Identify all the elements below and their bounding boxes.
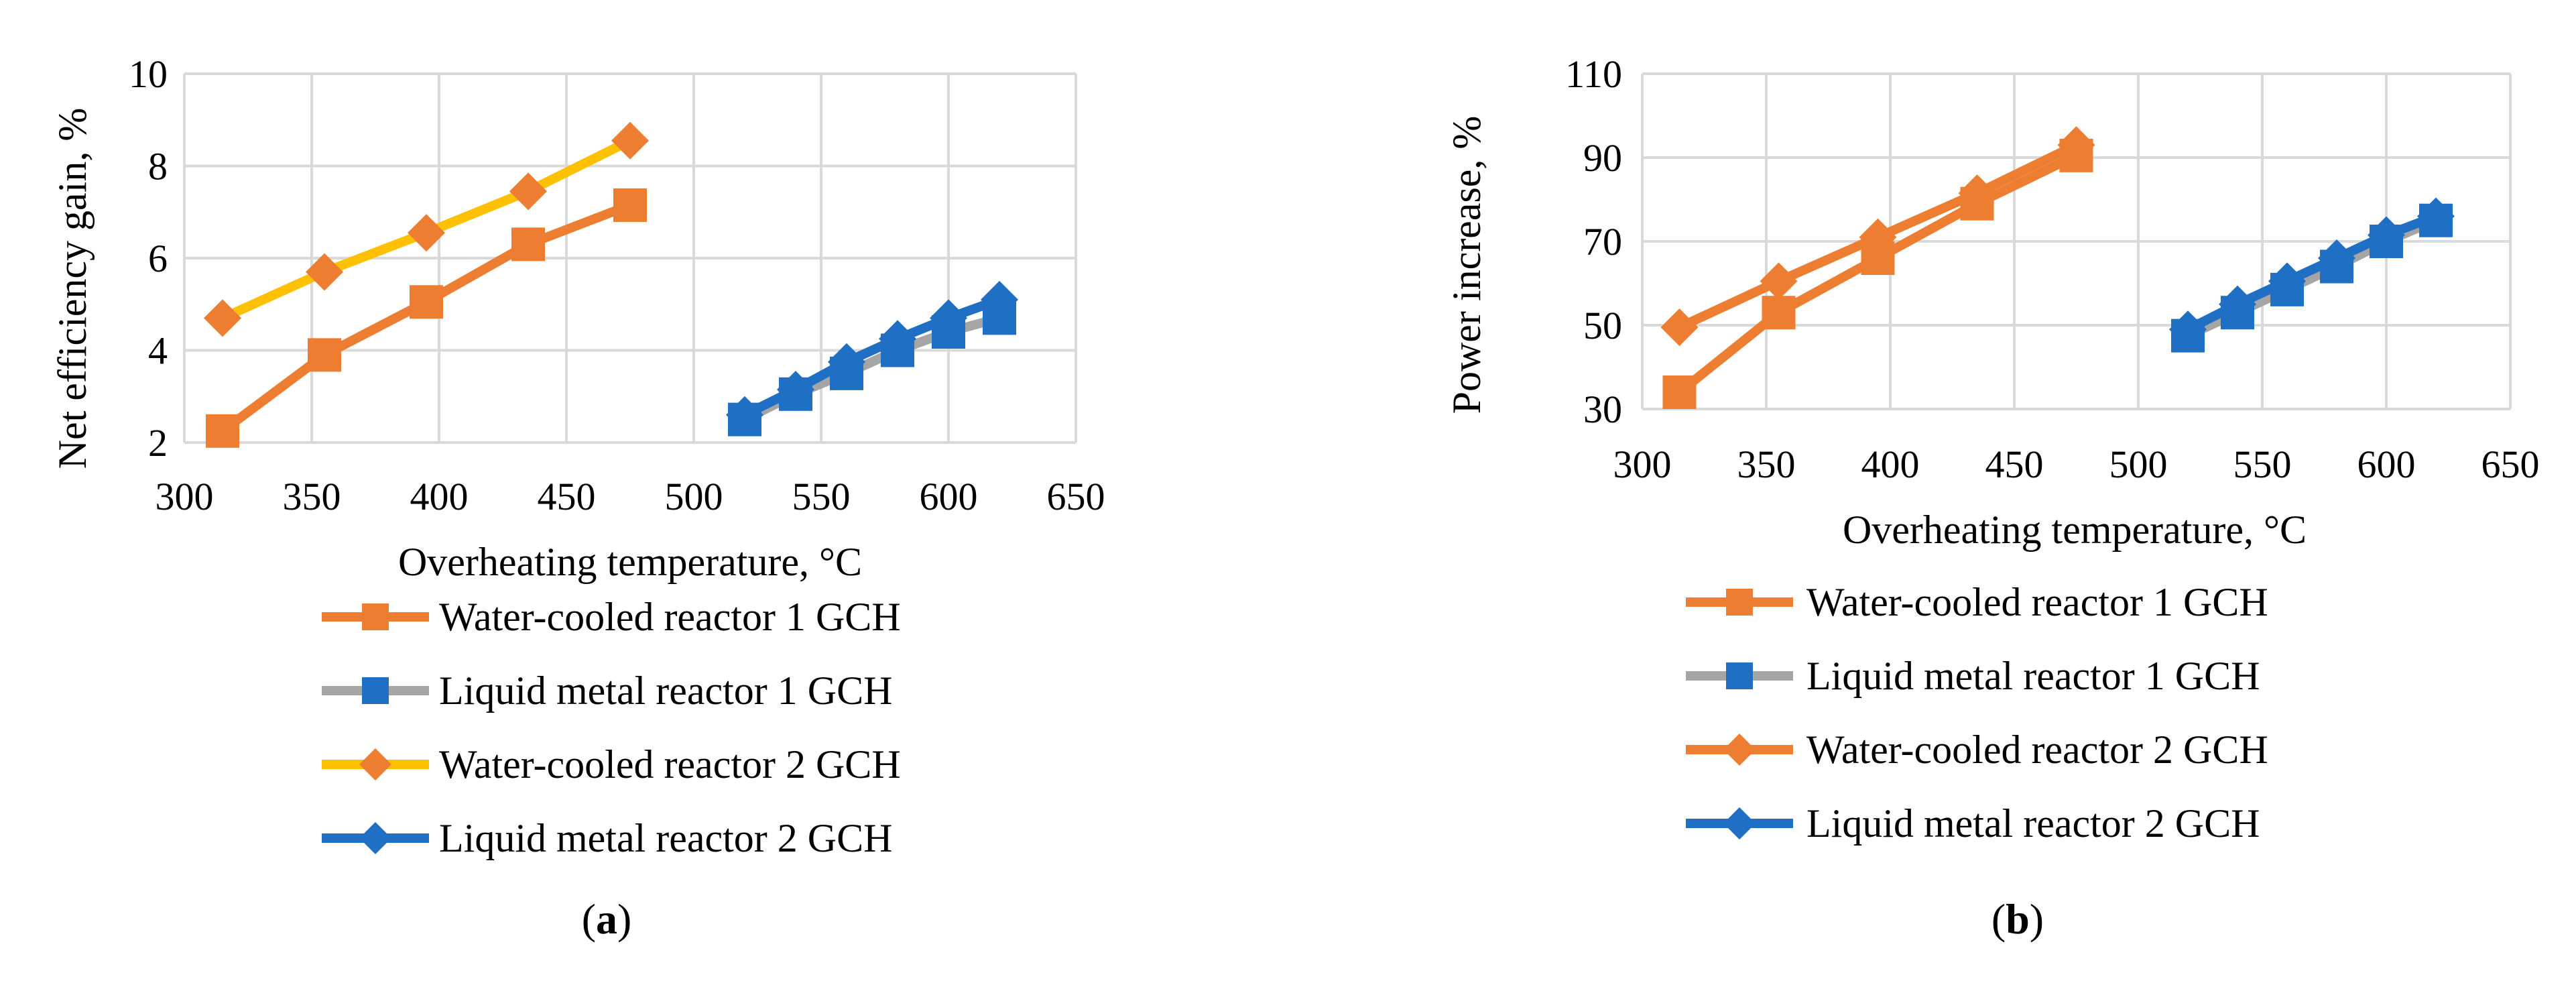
panel-a-legend-label: Water-cooled reactor 1 GCH bbox=[439, 595, 901, 639]
panel-b-series-water-cooled-reactor-2-gch bbox=[1660, 126, 2095, 347]
panel-a-legend-swatch-marker bbox=[362, 677, 389, 704]
panel-a-data-point bbox=[206, 414, 239, 448]
panel-b-x-tick-label: 350 bbox=[1737, 443, 1796, 486]
panel-b-data-point bbox=[2368, 216, 2405, 254]
panel-a-x-tick-label: 350 bbox=[283, 475, 341, 518]
panel-b-y-tick-label: 90 bbox=[1583, 136, 1622, 180]
panel-a-x-tick-label: 600 bbox=[920, 475, 978, 518]
panel-a-series-water-cooled-reactor-2-gch bbox=[204, 121, 649, 337]
panel-b-y-tick-label: 70 bbox=[1583, 220, 1622, 264]
panel-b-legend-swatch-marker bbox=[1723, 734, 1756, 766]
panel-b-y-axis-title: Power increase, % bbox=[1445, 116, 1489, 414]
panel-a-y-tick-label: 8 bbox=[148, 145, 168, 188]
panel-b-data-point bbox=[1859, 218, 1897, 256]
panel-b-data-point bbox=[2318, 239, 2355, 277]
panel-b-series-liquid-metal-reactor-2-gch bbox=[2169, 197, 2455, 349]
panel-a-y-tick-label: 10 bbox=[129, 52, 168, 96]
panel-a-x-tick-label: 400 bbox=[410, 475, 469, 518]
panel-a-chart: 300 350 400 450 500 550 600 650 2 4 6 8 10 Net effic… bbox=[50, 52, 1105, 943]
panel-a-y-axis-title: Net efficiency gain, % bbox=[50, 108, 95, 469]
panel-a-data-point bbox=[306, 253, 343, 291]
panel-a-series-liquid-metal-reactor-2-gch bbox=[726, 280, 1018, 434]
panel-b-data-point bbox=[2268, 262, 2306, 300]
panel-a-data-point bbox=[408, 214, 445, 252]
panel-b-y-tick-label: 30 bbox=[1583, 388, 1622, 431]
panel-a-data-point bbox=[204, 299, 241, 337]
panel-a-data-point bbox=[879, 320, 916, 358]
panel-a-legend-item: Water-cooled reactor 1 GCH bbox=[322, 595, 901, 639]
panel-b-legend-label: Liquid metal reactor 1 GCH bbox=[1806, 654, 2260, 698]
panel-b-caption: (b) bbox=[1991, 895, 2044, 943]
panel-a-legend-swatch-marker bbox=[359, 822, 391, 854]
panel-b-x-tick-label: 650 bbox=[2481, 443, 2540, 486]
panel-a-x-axis-title: Overheating temperature, °C bbox=[398, 540, 862, 584]
panel-a-x-tick-label: 550 bbox=[792, 475, 851, 518]
panel-b-series-water-cooled-reactor-1-gch bbox=[1662, 138, 2093, 409]
panel-b-y-tick-label: 110 bbox=[1565, 52, 1622, 96]
panel-b-legend-swatch-marker bbox=[1723, 807, 1756, 839]
panel-a-series-water-cooled-reactor-1-gch bbox=[206, 188, 647, 448]
panel-b-legend-item: Water-cooled reactor 1 GCH bbox=[1686, 580, 2268, 624]
panel-b-legend-label: Water-cooled reactor 1 GCH bbox=[1806, 580, 2268, 624]
panel-a-data-point bbox=[511, 227, 545, 262]
panel-a-series-liquid-metal-reactor-1-gch bbox=[728, 301, 1016, 437]
panel-a-data-point bbox=[613, 188, 647, 222]
panel-a-caption: (a) bbox=[582, 895, 632, 943]
panel-b-legend-item: Liquid metal reactor 2 GCH bbox=[1686, 801, 2260, 846]
panel-b-data-point bbox=[2169, 310, 2207, 349]
panel-a-legend-swatch-marker bbox=[362, 603, 389, 630]
panel-b-data-point bbox=[1660, 308, 1699, 347]
panel-a-legend-label: Liquid metal reactor 1 GCH bbox=[439, 669, 892, 713]
panel-a-legend-item: Water-cooled reactor 2 GCH bbox=[322, 742, 901, 787]
panel-b-x-axis-title: Overheating temperature, °C bbox=[1843, 508, 2307, 552]
panel-a-data-point bbox=[308, 338, 341, 372]
panel-b-data-point bbox=[1662, 375, 1697, 409]
panel-a-x-tick-label: 650 bbox=[1047, 475, 1105, 518]
panel-b-data-point bbox=[1958, 174, 1996, 213]
panel-a-legend-item: Liquid metal reactor 1 GCH bbox=[322, 669, 892, 713]
panel-a-legend-item: Liquid metal reactor 2 GCH bbox=[322, 816, 892, 860]
panel-b-legend-swatch-marker bbox=[1726, 662, 1753, 689]
panel-a-legend-swatch-marker bbox=[359, 748, 391, 780]
panel-a-data-point bbox=[726, 396, 763, 434]
panel-a-x-tick-label: 450 bbox=[538, 475, 596, 518]
panel-a-y-tick-label: 2 bbox=[148, 421, 168, 465]
panel-a-legend-label: Water-cooled reactor 2 GCH bbox=[439, 742, 901, 787]
panel-a-y-tick-label: 4 bbox=[148, 329, 168, 373]
panel-b-legend-item: Liquid metal reactor 1 GCH bbox=[1686, 654, 2260, 698]
panel-b-data-point bbox=[2417, 197, 2455, 235]
panel-b-data-point bbox=[1760, 262, 1798, 300]
panel-b-y-tick-label: 50 bbox=[1583, 304, 1622, 347]
panel-a-data-point bbox=[410, 285, 443, 319]
panel-b-x-tick-label: 550 bbox=[2233, 443, 2292, 486]
panel-b-legend-swatch-marker bbox=[1726, 589, 1753, 616]
panel-b-data-point bbox=[1762, 296, 1796, 330]
panel-a-data-point bbox=[509, 172, 547, 211]
panel-a-y-tick-label: 6 bbox=[148, 237, 168, 280]
panel-b-data-point bbox=[2057, 126, 2095, 164]
panel-a-x-tick-label: 300 bbox=[156, 475, 214, 518]
panel-b-legend-item: Water-cooled reactor 2 GCH bbox=[1686, 728, 2268, 772]
panel-a-data-point bbox=[930, 299, 967, 337]
panel-a-x-tick-label: 500 bbox=[665, 475, 723, 518]
panel-b-x-tick-label: 300 bbox=[1613, 443, 1672, 486]
panel-b-legend-label: Water-cooled reactor 2 GCH bbox=[1806, 728, 2268, 772]
panel-b-legend-label: Liquid metal reactor 2 GCH bbox=[1806, 801, 2260, 846]
panel-a-data-point bbox=[777, 370, 814, 408]
panel-b-x-tick-label: 600 bbox=[2357, 443, 2416, 486]
panel-b-x-tick-label: 500 bbox=[2109, 443, 2168, 486]
panel-a-data-point bbox=[981, 280, 1018, 318]
panel-b-chart: 300 350 400 450 500 550 600 650 30 50 70 90 110 Powe… bbox=[1445, 52, 2540, 943]
panel-a-legend-label: Liquid metal reactor 2 GCH bbox=[439, 816, 892, 860]
panel-b-x-tick-label: 400 bbox=[1861, 443, 1920, 486]
panel-b-x-tick-label: 450 bbox=[1985, 443, 2044, 486]
panel-b-data-point bbox=[2219, 285, 2256, 323]
panel-a-data-point bbox=[611, 121, 649, 160]
panel-a-data-point bbox=[828, 343, 865, 381]
